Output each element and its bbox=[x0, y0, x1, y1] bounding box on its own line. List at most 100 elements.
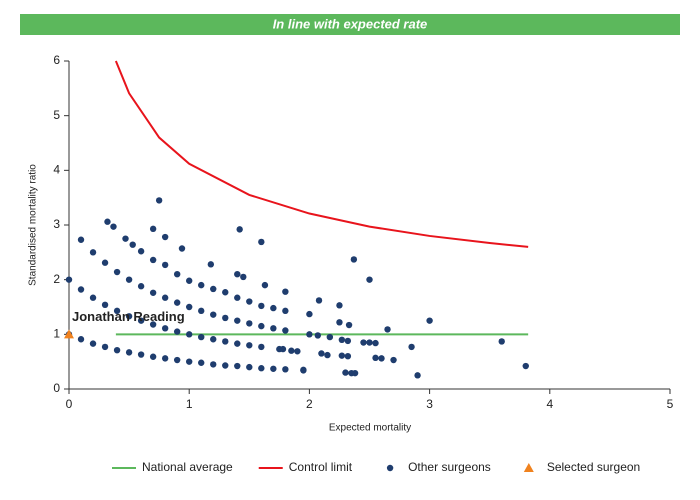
point bbox=[372, 339, 379, 347]
point bbox=[101, 301, 109, 309]
point bbox=[110, 223, 117, 230]
point bbox=[240, 273, 247, 281]
point bbox=[149, 289, 157, 296]
point bbox=[149, 353, 157, 360]
line bbox=[114, 60, 529, 248]
point bbox=[234, 271, 241, 278]
point bbox=[306, 331, 313, 338]
x-tick-label: 1 bbox=[186, 397, 193, 411]
point bbox=[210, 311, 217, 318]
point bbox=[198, 307, 205, 315]
point bbox=[222, 338, 229, 345]
point bbox=[282, 327, 289, 334]
legend-swatch bbox=[386, 464, 394, 472]
y-axis-title: Standardised mortality ratio bbox=[28, 164, 39, 286]
point bbox=[137, 283, 145, 290]
legend-label: Control limit bbox=[289, 460, 353, 474]
point bbox=[161, 261, 169, 269]
point bbox=[186, 303, 193, 311]
point bbox=[318, 350, 325, 357]
x-tick-label: 4 bbox=[546, 397, 553, 411]
point bbox=[351, 369, 359, 377]
point bbox=[258, 343, 265, 351]
point bbox=[378, 355, 385, 362]
point bbox=[372, 354, 379, 362]
point bbox=[344, 337, 352, 345]
point bbox=[173, 328, 181, 335]
y-tick-label: 5 bbox=[53, 108, 60, 122]
point bbox=[173, 271, 181, 278]
x-tick-label: 0 bbox=[66, 397, 73, 411]
point bbox=[384, 326, 391, 333]
x-tick-label: 5 bbox=[667, 397, 674, 411]
point bbox=[210, 361, 217, 368]
point bbox=[113, 268, 121, 276]
point bbox=[236, 226, 243, 233]
point bbox=[89, 340, 97, 347]
point bbox=[198, 281, 205, 289]
point bbox=[125, 276, 133, 283]
point bbox=[186, 331, 193, 338]
point bbox=[77, 236, 85, 243]
point bbox=[104, 218, 111, 225]
point bbox=[222, 289, 229, 296]
point bbox=[270, 365, 277, 372]
point bbox=[173, 356, 181, 364]
x-axis-title: Expected mortality bbox=[329, 423, 411, 434]
point bbox=[366, 339, 373, 346]
point bbox=[366, 276, 373, 283]
point bbox=[414, 372, 421, 379]
banner bbox=[20, 14, 680, 35]
point bbox=[282, 288, 289, 295]
point bbox=[77, 286, 85, 293]
point bbox=[246, 363, 253, 371]
point bbox=[498, 338, 505, 345]
point bbox=[234, 340, 241, 347]
point bbox=[207, 261, 215, 268]
point bbox=[113, 307, 121, 315]
y-tick-label: 0 bbox=[53, 381, 60, 395]
point bbox=[178, 245, 186, 252]
point bbox=[186, 358, 193, 365]
point bbox=[282, 366, 289, 373]
point bbox=[338, 352, 346, 359]
point bbox=[258, 302, 265, 310]
point bbox=[270, 304, 277, 312]
point bbox=[155, 197, 163, 204]
legend-label: Other surgeons bbox=[408, 460, 491, 474]
point bbox=[89, 249, 97, 256]
point bbox=[222, 314, 229, 322]
point bbox=[77, 336, 85, 343]
point bbox=[186, 277, 193, 284]
point bbox=[65, 276, 73, 283]
point bbox=[129, 241, 136, 248]
point bbox=[390, 356, 397, 364]
point bbox=[210, 336, 217, 343]
point bbox=[324, 351, 331, 359]
point bbox=[246, 298, 253, 305]
point bbox=[336, 302, 343, 309]
point bbox=[522, 362, 529, 370]
point bbox=[161, 294, 169, 301]
point bbox=[344, 353, 352, 360]
point bbox=[198, 359, 205, 366]
y-tick-label: 3 bbox=[53, 217, 60, 231]
point bbox=[350, 256, 358, 263]
point bbox=[360, 339, 367, 346]
point bbox=[149, 321, 157, 328]
point bbox=[279, 345, 287, 353]
point bbox=[122, 235, 129, 242]
point bbox=[258, 365, 265, 372]
point bbox=[261, 281, 269, 289]
point bbox=[137, 351, 145, 358]
point bbox=[234, 294, 241, 301]
point bbox=[270, 325, 277, 332]
point bbox=[198, 333, 205, 341]
point bbox=[125, 349, 133, 356]
point bbox=[161, 325, 169, 332]
point bbox=[342, 369, 349, 376]
point bbox=[113, 346, 121, 354]
x-tick-label: 3 bbox=[426, 397, 433, 411]
point bbox=[326, 333, 334, 341]
